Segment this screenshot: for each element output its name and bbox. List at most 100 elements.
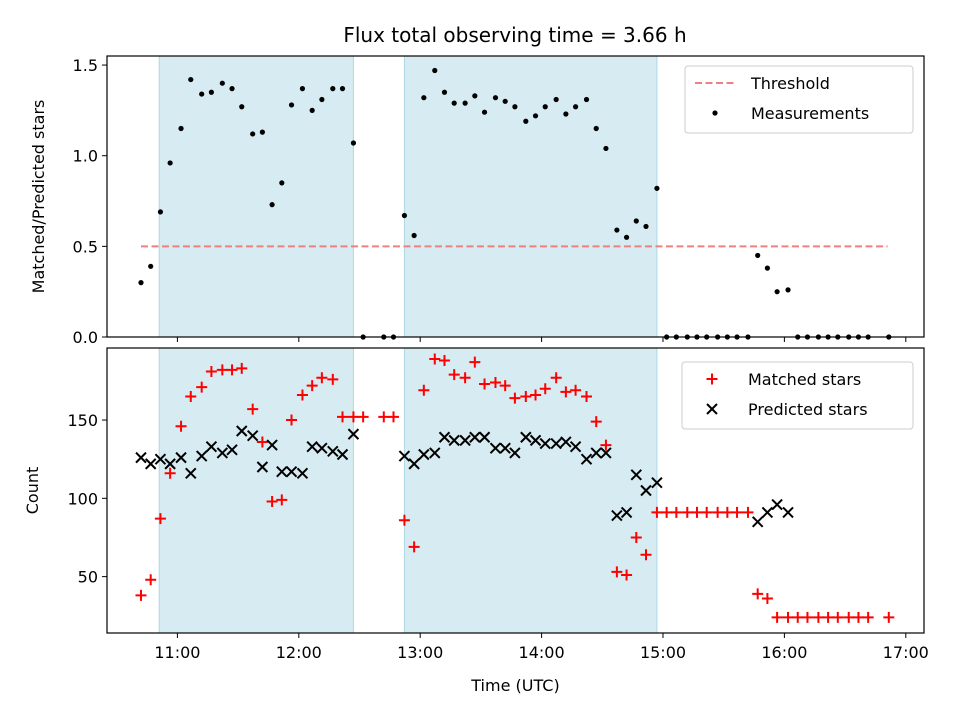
predicted-star-point [306, 440, 318, 453]
predicted-star-point [418, 448, 430, 461]
measurement-point [764, 265, 770, 271]
predicted-star-point [438, 431, 451, 443]
y-tick-label: 150 [67, 411, 98, 430]
predicted-star-point [285, 466, 298, 478]
measurement-point [239, 104, 245, 110]
measurement-point [269, 202, 275, 208]
matched-star-point [489, 376, 501, 388]
measurement-point [229, 86, 235, 92]
matched-star-point [499, 380, 511, 392]
predicted-star-point [520, 431, 532, 443]
predicted-star-point [560, 436, 572, 448]
measurement-point [502, 98, 508, 104]
legend-matched-key [706, 373, 718, 385]
predicted-star-point [529, 434, 542, 447]
top-panel: 0.0 0.5 1.0 1.5 Matched/Predicted stars Thres… [29, 55, 925, 347]
matched-star-point [681, 506, 693, 518]
predicted-star-point [620, 506, 633, 519]
predicted-star-point [216, 447, 229, 459]
measurement-point [148, 263, 154, 269]
measurement-point [309, 107, 315, 113]
measurement-point [451, 100, 457, 106]
matched-star-point [438, 355, 450, 367]
predicted-star-point [135, 451, 147, 464]
matched-star-point [185, 391, 197, 403]
predicted-star-point [751, 516, 764, 528]
legend-label: Predicted stars [748, 400, 868, 419]
matched-star-point [247, 403, 259, 415]
legend-label: Measurements [751, 104, 869, 123]
predicted-star-point [651, 476, 663, 489]
measurement-point [774, 289, 780, 295]
matched-star-point [832, 611, 844, 623]
matched-star-point [509, 392, 521, 404]
matched-star-point [196, 381, 208, 393]
matched-star-point [378, 411, 390, 423]
predicted-star-point [469, 431, 481, 443]
matched-star-point [581, 391, 593, 403]
predicted-star-point [782, 506, 794, 519]
matched-star-point [590, 416, 602, 428]
predicted-star-point [195, 450, 208, 462]
measurement-point [643, 223, 649, 230]
x-tick-label: 11:00 [154, 643, 200, 662]
matched-star-point [347, 411, 359, 423]
matched-star-point [782, 611, 794, 623]
matched-star-point [771, 611, 783, 623]
measurement-point [157, 209, 164, 215]
measurement-point [330, 86, 336, 92]
x-tick-label: 13:00 [397, 643, 443, 662]
measurement-point [279, 180, 285, 186]
predicted-star-point [640, 484, 652, 497]
predicted-star-point [489, 442, 502, 454]
measurement-point [481, 109, 488, 115]
x-tick-label: 16:00 [761, 643, 807, 662]
matched-star-point [701, 506, 713, 518]
matched-star-point [792, 611, 804, 623]
x-tick-label: 12:00 [276, 643, 322, 662]
shaded-interval [158, 347, 354, 634]
matched-star-point [801, 611, 813, 623]
predicted-star-point [448, 434, 460, 447]
shaded-interval [158, 55, 354, 338]
matched-star-point [316, 372, 328, 384]
matched-star-point [812, 611, 824, 623]
matched-star-point [630, 531, 642, 543]
matched-star-point [761, 593, 773, 605]
matched-star-point [448, 369, 460, 381]
matched-star-point [712, 506, 724, 518]
matched-star-point [670, 506, 682, 518]
predicted-star-point [205, 440, 218, 453]
predicted-star-point [276, 466, 288, 478]
matched-star-point [852, 611, 864, 623]
chart-title: Flux total observing time = 3.66 h [343, 23, 686, 47]
x-axis-label: Time (UTC) [470, 676, 559, 695]
predicted-star-point [569, 440, 582, 453]
predicted-star-point [771, 498, 783, 511]
measurement-point [250, 131, 256, 137]
matched-star-point [357, 411, 369, 423]
predicted-star-point [499, 442, 511, 454]
measurement-point [167, 160, 173, 166]
axes-frame [106, 347, 925, 634]
predicted-star-point [236, 425, 248, 437]
predicted-star-point [154, 453, 167, 465]
matched-star-point [236, 362, 248, 374]
predicted-star-point [144, 458, 157, 470]
matched-star-point [691, 506, 703, 518]
matched-star-point [479, 378, 491, 390]
measurement-point [785, 287, 791, 293]
measurement-point [288, 102, 295, 108]
matched-star-point [306, 380, 318, 392]
shaded-interval [403, 347, 658, 634]
matched-star-point [883, 611, 895, 623]
predicted-star-point [600, 447, 612, 459]
matched-star-point [742, 506, 754, 518]
matched-star-point [469, 356, 481, 368]
measurement-point [208, 89, 215, 95]
matched-star-point [459, 372, 471, 384]
predicted-star-point [590, 447, 602, 459]
x-tick-label: 17:00 [883, 643, 929, 662]
measurement-point [542, 104, 548, 110]
measurement-point [472, 93, 478, 99]
